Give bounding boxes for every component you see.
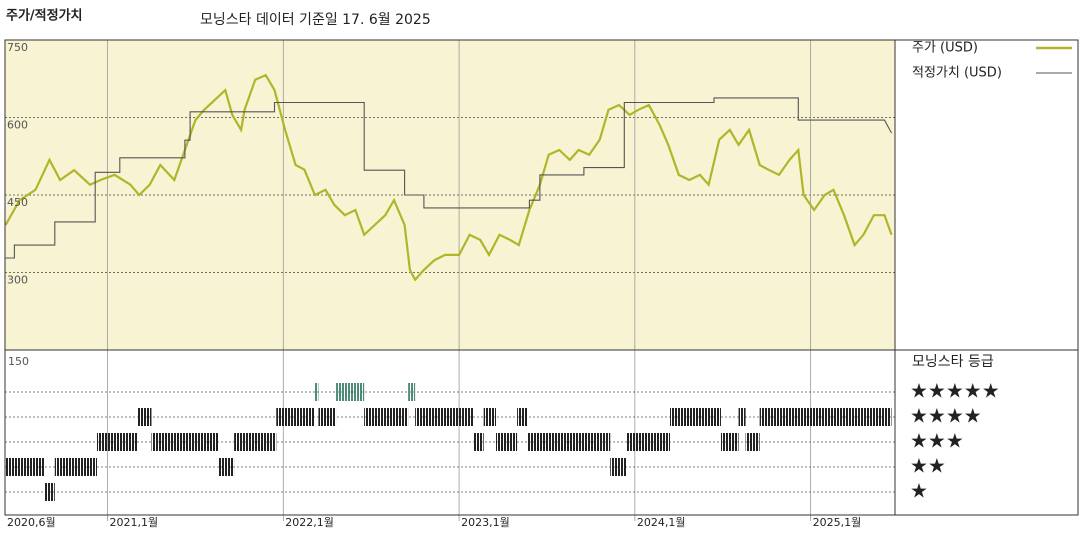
rating-bar <box>54 458 97 476</box>
rating-bar <box>495 433 518 451</box>
rating-bar <box>314 383 319 401</box>
rating-bar <box>276 408 315 426</box>
x-tick-label: 2021,1월 <box>110 516 159 529</box>
rating-bar <box>5 458 45 476</box>
star-label: ★★★ <box>910 429 964 453</box>
star-label: ★★★★★ <box>910 379 1000 403</box>
y-tick-label: 450 <box>7 196 28 209</box>
rating-bar <box>517 408 528 426</box>
rating-bar <box>415 408 474 426</box>
rating-bar <box>96 433 138 451</box>
ratings-title: 모닝스타 등급 <box>912 354 994 370</box>
x-tick-label: 2023,1월 <box>461 516 510 529</box>
rating-bar <box>610 458 627 476</box>
y-tick-label: 600 <box>7 119 28 132</box>
star-label: ★★★★ <box>910 404 982 428</box>
rating-bar <box>318 408 337 426</box>
legend-label: 적정가치 (USD) <box>912 66 1002 81</box>
y-tick-label: 300 <box>7 274 28 287</box>
frame <box>4 39 1079 516</box>
rating-bar <box>151 433 219 451</box>
rating-bar <box>483 408 496 426</box>
x-tick-label: 2020,6월 <box>7 516 56 529</box>
chart-title: 주가/적정가치 <box>6 8 83 24</box>
rating-bar <box>626 433 671 451</box>
rating-bar <box>137 408 152 426</box>
series-line <box>5 97 892 259</box>
rating-bar <box>720 433 739 451</box>
ratings-axis-label: 150 <box>8 355 29 368</box>
rating-bar <box>473 433 484 451</box>
rating-bar <box>364 408 409 426</box>
rating-bar <box>527 433 611 451</box>
rating-bar <box>44 483 55 501</box>
legend-label: 주가 (USD) <box>912 41 978 56</box>
x-tick-label: 2022,1월 <box>285 516 334 529</box>
star-label: ★ <box>910 479 928 503</box>
star-label: ★★ <box>910 454 946 478</box>
rating-bar <box>408 383 416 401</box>
rating-bar <box>234 433 277 451</box>
rating-bar <box>670 408 721 426</box>
y-tick-label: 750 <box>7 41 28 54</box>
rating-bar <box>745 433 760 451</box>
rating-bar <box>738 408 746 426</box>
chart-subtitle: 모닝스타 데이터 기준일 17. 6월 2025 <box>200 12 431 28</box>
rating-bar <box>336 383 365 401</box>
x-tick-label: 2024,1월 <box>637 516 686 529</box>
rating-bar <box>759 408 892 426</box>
x-tick-label: 2025,1월 <box>813 516 862 529</box>
rating-bar <box>218 458 235 476</box>
